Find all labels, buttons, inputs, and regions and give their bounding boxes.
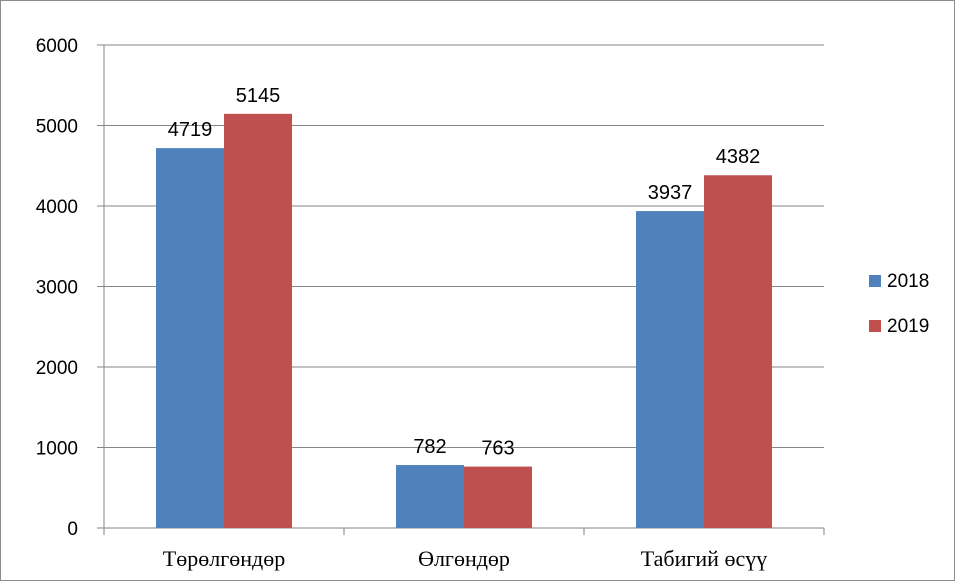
bar-2019-2 (704, 175, 772, 528)
bar-2018-2 (636, 211, 704, 528)
y-tick-label: 3000 (36, 278, 78, 299)
data-label: 763 (481, 438, 514, 460)
legend-swatch-2019 (869, 320, 881, 332)
y-tick-label: 5000 (36, 117, 78, 138)
x-category-label: Төрөлгөндөр (163, 546, 285, 571)
y-tick-label: 6000 (36, 36, 78, 57)
data-labels: 4719 5145 782 763 3937 4382 (168, 85, 761, 460)
data-label: 4719 (168, 119, 213, 141)
y-tick-label: 2000 (36, 358, 78, 379)
legend: 2018 2019 (869, 271, 929, 337)
bar-2018-1 (396, 465, 464, 528)
bar-2019-0 (224, 113, 292, 528)
data-label: 782 (413, 436, 446, 458)
x-category-label: Табигий өсүү (641, 546, 767, 571)
data-label: 4382 (716, 146, 761, 168)
y-tick-label: 4000 (36, 197, 78, 218)
legend-swatch-2018 (869, 275, 881, 287)
data-label: 5145 (236, 85, 281, 107)
legend-label: 2019 (887, 316, 929, 337)
x-category-label: Өлгөндөр (418, 546, 510, 571)
legend-label: 2018 (887, 271, 929, 292)
y-tick-label: 0 (67, 519, 78, 540)
bars (156, 113, 772, 529)
data-label: 3937 (648, 182, 693, 204)
y-tick-label: 1000 (36, 439, 78, 460)
bar-2018-0 (156, 148, 224, 529)
bar-2019-1 (464, 466, 532, 528)
